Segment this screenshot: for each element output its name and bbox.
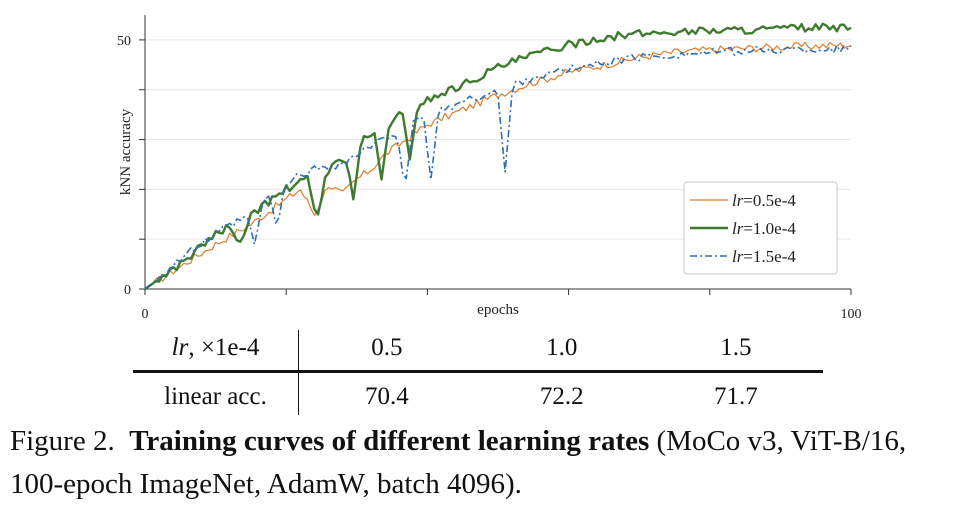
- y-tick-label: 0: [124, 283, 131, 298]
- caption-prefix: Figure 2.: [10, 425, 115, 457]
- lr-value-3: 1.5: [648, 330, 823, 373]
- table-header-row: lr, ×1e-4 0.5 1.0 1.5: [133, 330, 823, 373]
- lr-symbol: lr: [171, 334, 189, 361]
- caption-rest: (MoCo v3, ViT-B/16, 100-epoch ImageNet, …: [10, 425, 907, 500]
- y-tick-label: 50: [117, 34, 131, 49]
- knn-accuracy-chart: 0 50 0 100 lr=0.5e-4 lr=1.0e-4 lr=1.5e-4 epoc…: [117, 15, 862, 322]
- lr-value-2: 1.0: [474, 330, 649, 373]
- learning-rate-results-table: lr, ×1e-4 0.5 1.0 1.5 linear acc. 70.4 7…: [133, 330, 823, 415]
- linear-acc-value-3: 71.7: [714, 383, 758, 410]
- linear-acc-row-label: linear acc.: [133, 371, 299, 415]
- series-line-2: [144, 22, 852, 290]
- linear-acc-value-2: 72.2: [539, 383, 584, 410]
- legend-label-1: lr=0.5e-4: [732, 191, 796, 210]
- caption-bold-title: Training curves of different learning ra…: [129, 425, 650, 457]
- y-axis-title: kNN accuracy: [118, 108, 134, 195]
- legend-label-3: lr=1.5e-4: [732, 247, 796, 266]
- legend-label-2: lr=1.0e-4: [732, 219, 796, 238]
- series-lines: [144, 22, 852, 290]
- legend-box: [683, 181, 838, 275]
- linear-acc-value-1: 70.4: [364, 383, 409, 410]
- lr-unit: , ×1e-4: [188, 334, 260, 361]
- table-value-row: linear acc. 70.4 72.2 71.7: [133, 371, 823, 415]
- x-tick-label: 0: [142, 307, 149, 322]
- lr-value-1: 0.5: [298, 330, 475, 373]
- x-axis-title: epochs: [477, 302, 519, 318]
- axes: 0 50 0 100: [117, 15, 862, 322]
- x-tick-label: 100: [841, 307, 862, 322]
- figure-caption: Figure 2. Training curves of different l…: [10, 420, 955, 506]
- lr-row-label: lr, ×1e-4: [133, 330, 299, 373]
- legend: lr=0.5e-4 lr=1.0e-4 lr=1.5e-4: [683, 181, 838, 275]
